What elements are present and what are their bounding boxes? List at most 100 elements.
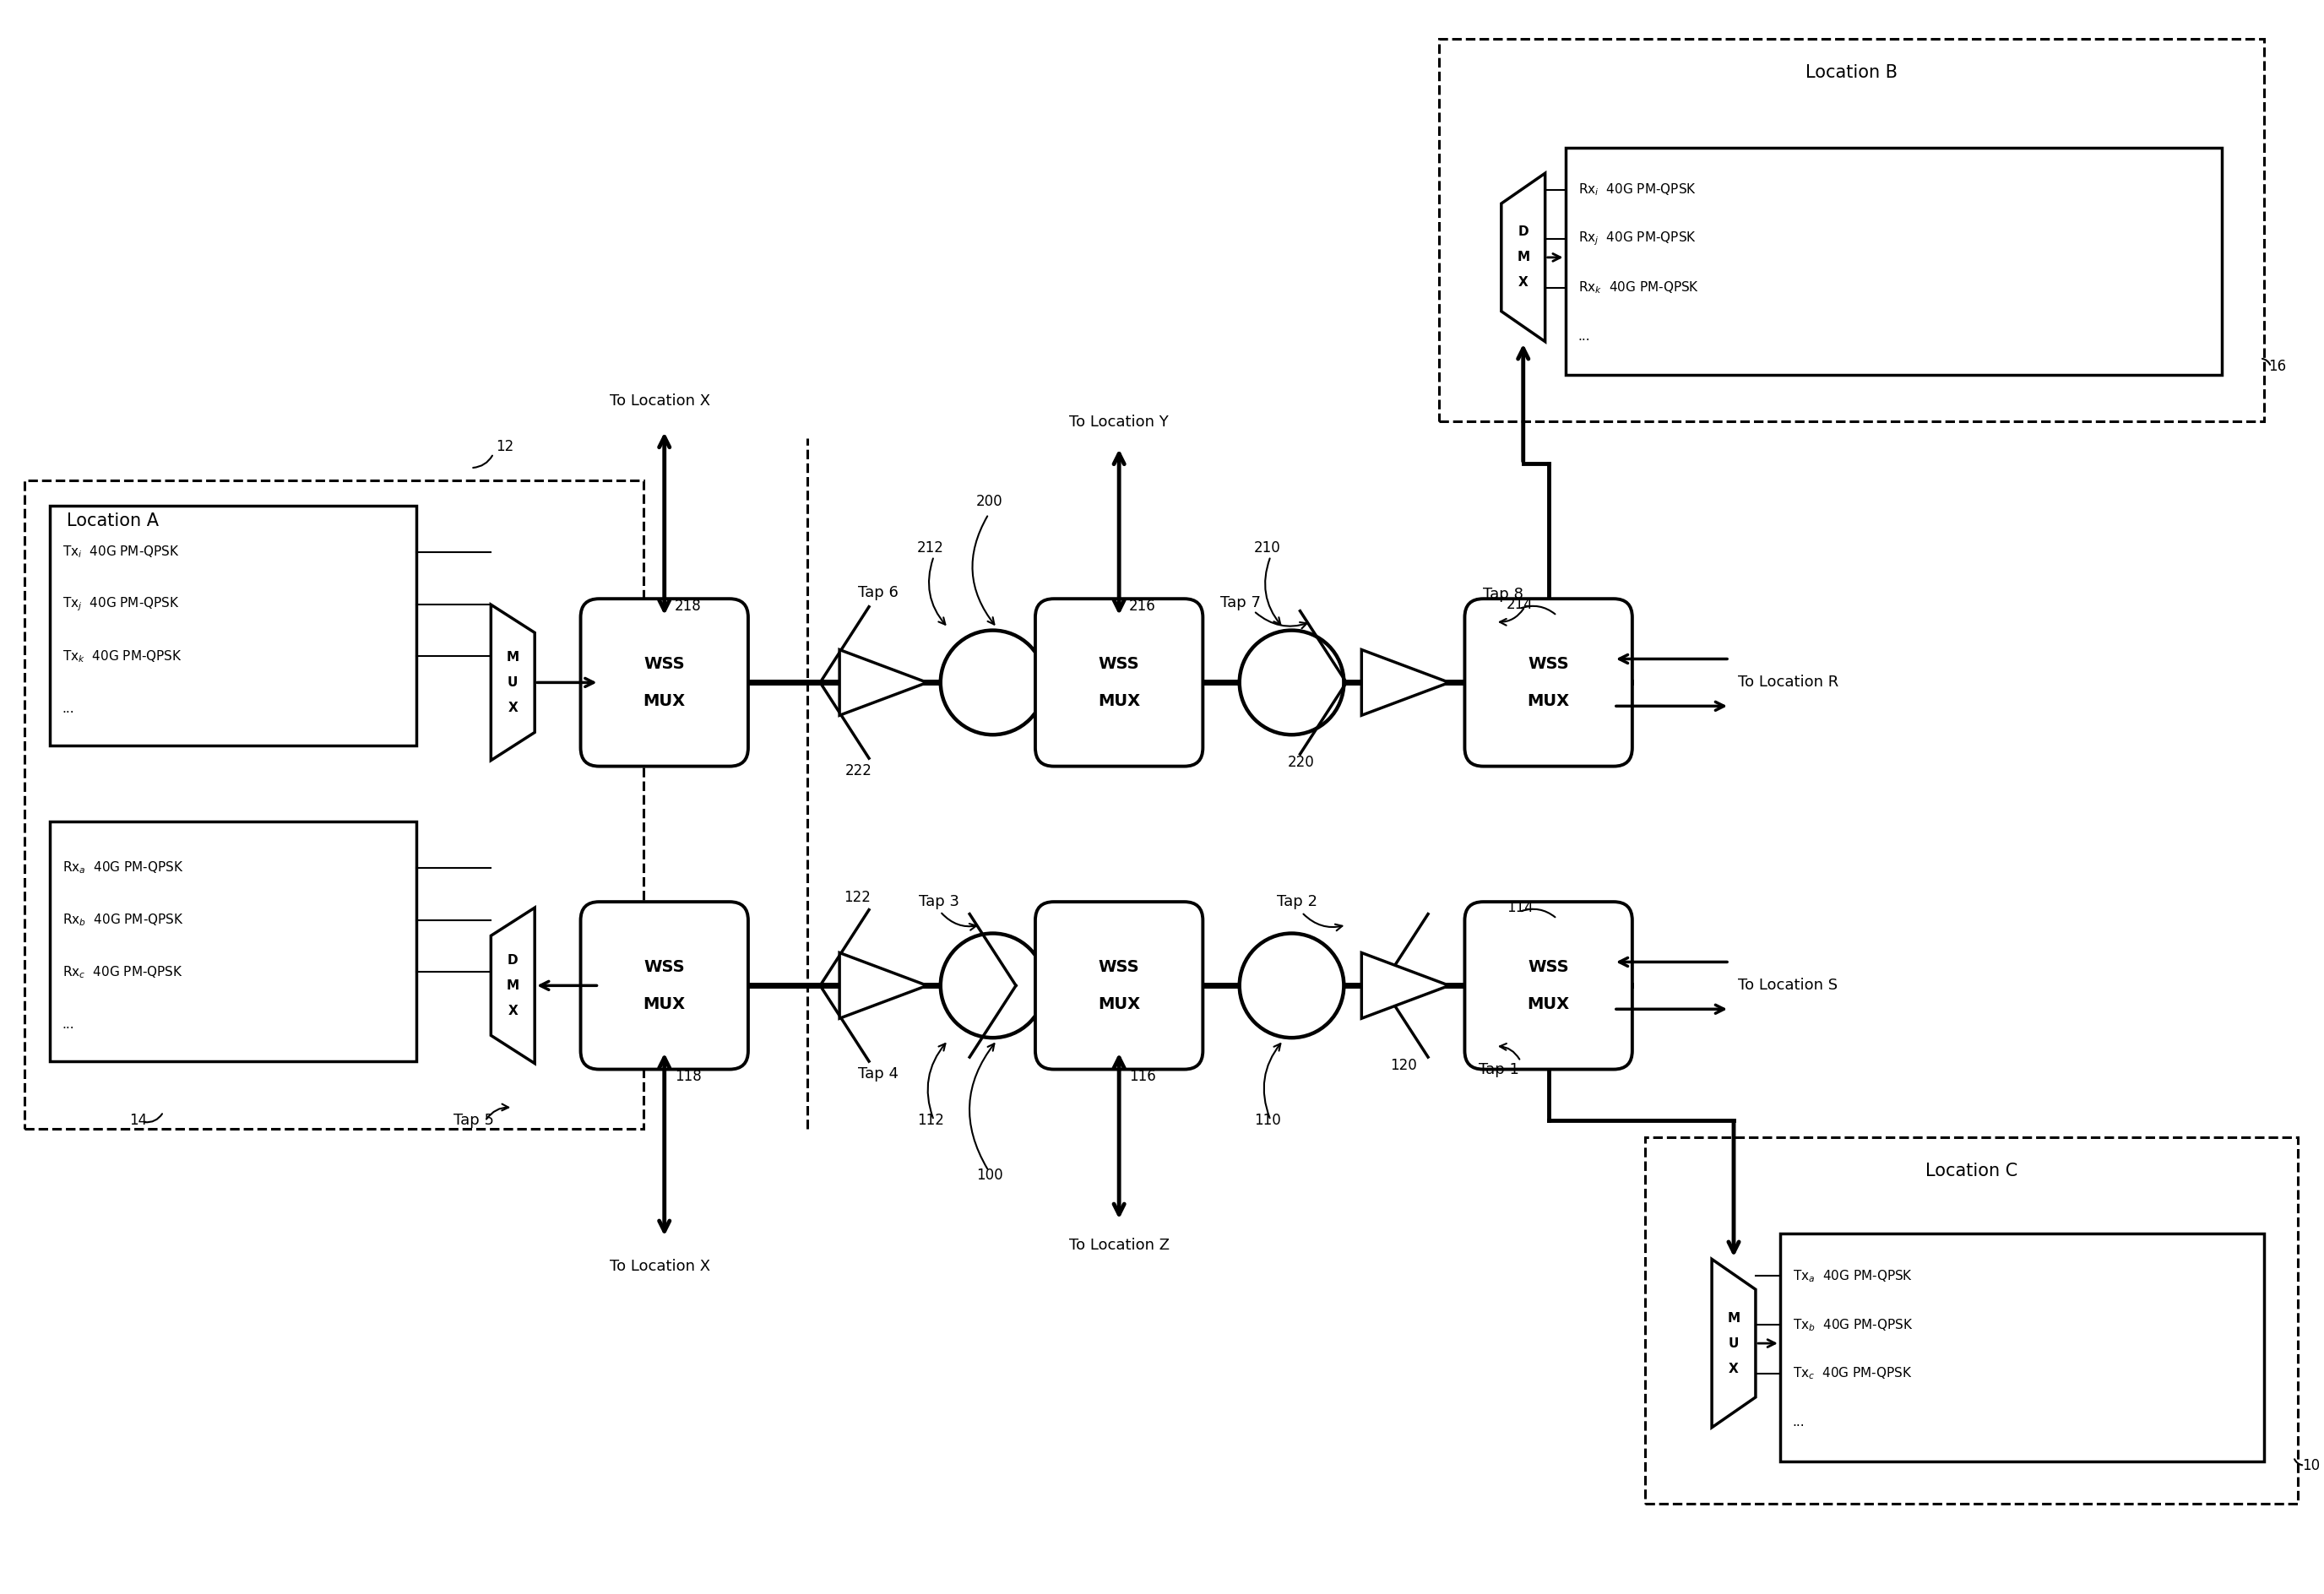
Text: ...: ... bbox=[1578, 330, 1590, 343]
Text: 118: 118 bbox=[674, 1068, 702, 1084]
Text: Rx$_j$  40G PM-QPSK: Rx$_j$ 40G PM-QPSK bbox=[1578, 230, 1697, 247]
FancyBboxPatch shape bbox=[1464, 902, 1631, 1070]
Text: ...: ... bbox=[63, 703, 74, 716]
Bar bbox=[1645, 1137, 2298, 1503]
Text: 122: 122 bbox=[844, 889, 872, 905]
Circle shape bbox=[1239, 630, 1343, 735]
Text: Tap 7: Tap 7 bbox=[1220, 595, 1260, 611]
Text: X: X bbox=[1518, 276, 1529, 289]
Text: To Location X: To Location X bbox=[609, 1259, 711, 1274]
Text: Tx$_c$  40G PM-QPSK: Tx$_c$ 40G PM-QPSK bbox=[1792, 1366, 1913, 1382]
Text: 110: 110 bbox=[1253, 1113, 1281, 1129]
FancyBboxPatch shape bbox=[581, 599, 748, 767]
Text: Tx$_k$  40G PM-QPSK: Tx$_k$ 40G PM-QPSK bbox=[63, 649, 181, 665]
Text: 222: 222 bbox=[846, 764, 872, 778]
Text: Tx$_i$  40G PM-QPSK: Tx$_i$ 40G PM-QPSK bbox=[63, 544, 179, 559]
Polygon shape bbox=[1501, 174, 1545, 341]
Text: Tx$_j$  40G PM-QPSK: Tx$_j$ 40G PM-QPSK bbox=[63, 596, 179, 614]
Text: Tap 4: Tap 4 bbox=[858, 1066, 899, 1082]
Text: MUX: MUX bbox=[1527, 693, 1569, 709]
Text: X: X bbox=[1729, 1363, 1738, 1376]
Text: X: X bbox=[509, 701, 518, 714]
FancyBboxPatch shape bbox=[1464, 599, 1631, 767]
Text: Tap 3: Tap 3 bbox=[918, 894, 960, 909]
Text: 112: 112 bbox=[918, 1113, 944, 1129]
Text: MUX: MUX bbox=[1097, 996, 1141, 1012]
Text: WSS: WSS bbox=[644, 960, 686, 976]
Polygon shape bbox=[1362, 953, 1450, 1019]
Text: 100: 100 bbox=[976, 1167, 1002, 1183]
Text: 116: 116 bbox=[1129, 1068, 1155, 1084]
Text: Tap 8: Tap 8 bbox=[1483, 587, 1522, 601]
Text: 10: 10 bbox=[2303, 1459, 2319, 1473]
Text: Rx$_b$  40G PM-QPSK: Rx$_b$ 40G PM-QPSK bbox=[63, 912, 184, 928]
Text: 114: 114 bbox=[1506, 901, 1534, 915]
FancyBboxPatch shape bbox=[1034, 599, 1204, 767]
Text: 16: 16 bbox=[2268, 359, 2287, 375]
Circle shape bbox=[941, 630, 1046, 735]
Bar bbox=[1566, 148, 2222, 375]
Text: 212: 212 bbox=[918, 540, 944, 555]
Text: U: U bbox=[1729, 1337, 1738, 1350]
Text: D: D bbox=[1518, 226, 1529, 239]
Bar bbox=[49, 505, 416, 746]
FancyBboxPatch shape bbox=[581, 902, 748, 1070]
Text: D: D bbox=[507, 953, 518, 966]
Text: WSS: WSS bbox=[1099, 960, 1139, 976]
Text: 216: 216 bbox=[1129, 599, 1155, 614]
Text: Tx$_b$  40G PM-QPSK: Tx$_b$ 40G PM-QPSK bbox=[1792, 1317, 1913, 1333]
Polygon shape bbox=[1362, 650, 1450, 716]
Text: To Location S: To Location S bbox=[1738, 979, 1838, 993]
Bar bbox=[26, 480, 644, 1129]
Text: MUX: MUX bbox=[1097, 693, 1141, 709]
Text: M: M bbox=[1518, 252, 1529, 263]
Text: 12: 12 bbox=[495, 440, 514, 454]
Polygon shape bbox=[839, 650, 927, 716]
Text: U: U bbox=[507, 676, 518, 689]
Text: To Location R: To Location R bbox=[1738, 674, 1838, 690]
Text: Location B: Location B bbox=[1806, 64, 1899, 81]
Text: ...: ... bbox=[1792, 1415, 1806, 1428]
Text: To Location Z: To Location Z bbox=[1069, 1239, 1169, 1253]
Text: To Location X: To Location X bbox=[609, 394, 711, 410]
Polygon shape bbox=[1713, 1259, 1755, 1428]
Text: WSS: WSS bbox=[1099, 657, 1139, 673]
Text: Rx$_a$  40G PM-QPSK: Rx$_a$ 40G PM-QPSK bbox=[63, 859, 184, 875]
Text: WSS: WSS bbox=[1527, 960, 1569, 976]
Circle shape bbox=[1239, 934, 1343, 1038]
Text: To Location Y: To Location Y bbox=[1069, 414, 1169, 430]
Text: WSS: WSS bbox=[644, 657, 686, 673]
Text: WSS: WSS bbox=[1527, 657, 1569, 673]
Text: Tap 6: Tap 6 bbox=[858, 585, 899, 599]
Text: 210: 210 bbox=[1253, 540, 1281, 555]
Text: Rx$_c$  40G PM-QPSK: Rx$_c$ 40G PM-QPSK bbox=[63, 964, 184, 980]
Text: 120: 120 bbox=[1390, 1058, 1418, 1073]
Text: Rx$_i$  40G PM-QPSK: Rx$_i$ 40G PM-QPSK bbox=[1578, 182, 1697, 198]
Text: X: X bbox=[509, 1004, 518, 1017]
Polygon shape bbox=[490, 604, 535, 760]
Bar bbox=[1439, 38, 2264, 421]
Text: Location C: Location C bbox=[1927, 1162, 2017, 1180]
Text: 200: 200 bbox=[976, 494, 1002, 508]
Text: M: M bbox=[507, 979, 518, 991]
Circle shape bbox=[941, 934, 1046, 1038]
Text: Tap 1: Tap 1 bbox=[1478, 1062, 1520, 1078]
Text: MUX: MUX bbox=[644, 693, 686, 709]
Text: M: M bbox=[507, 650, 518, 663]
Polygon shape bbox=[839, 953, 927, 1019]
Text: 220: 220 bbox=[1287, 756, 1315, 770]
Text: ...: ... bbox=[63, 1019, 74, 1031]
Text: Tx$_a$  40G PM-QPSK: Tx$_a$ 40G PM-QPSK bbox=[1792, 1269, 1913, 1283]
Text: Rx$_k$  40G PM-QPSK: Rx$_k$ 40G PM-QPSK bbox=[1578, 281, 1699, 295]
Text: Tap 2: Tap 2 bbox=[1276, 894, 1318, 909]
Text: M: M bbox=[1727, 1312, 1741, 1325]
Text: 214: 214 bbox=[1506, 598, 1534, 612]
Text: Tap 5: Tap 5 bbox=[453, 1113, 495, 1129]
Text: MUX: MUX bbox=[644, 996, 686, 1012]
Text: Location A: Location A bbox=[67, 513, 158, 529]
Text: 14: 14 bbox=[130, 1113, 146, 1129]
Text: 218: 218 bbox=[674, 599, 702, 614]
Text: MUX: MUX bbox=[1527, 996, 1569, 1012]
Polygon shape bbox=[490, 907, 535, 1063]
Bar bbox=[1780, 1234, 2264, 1462]
